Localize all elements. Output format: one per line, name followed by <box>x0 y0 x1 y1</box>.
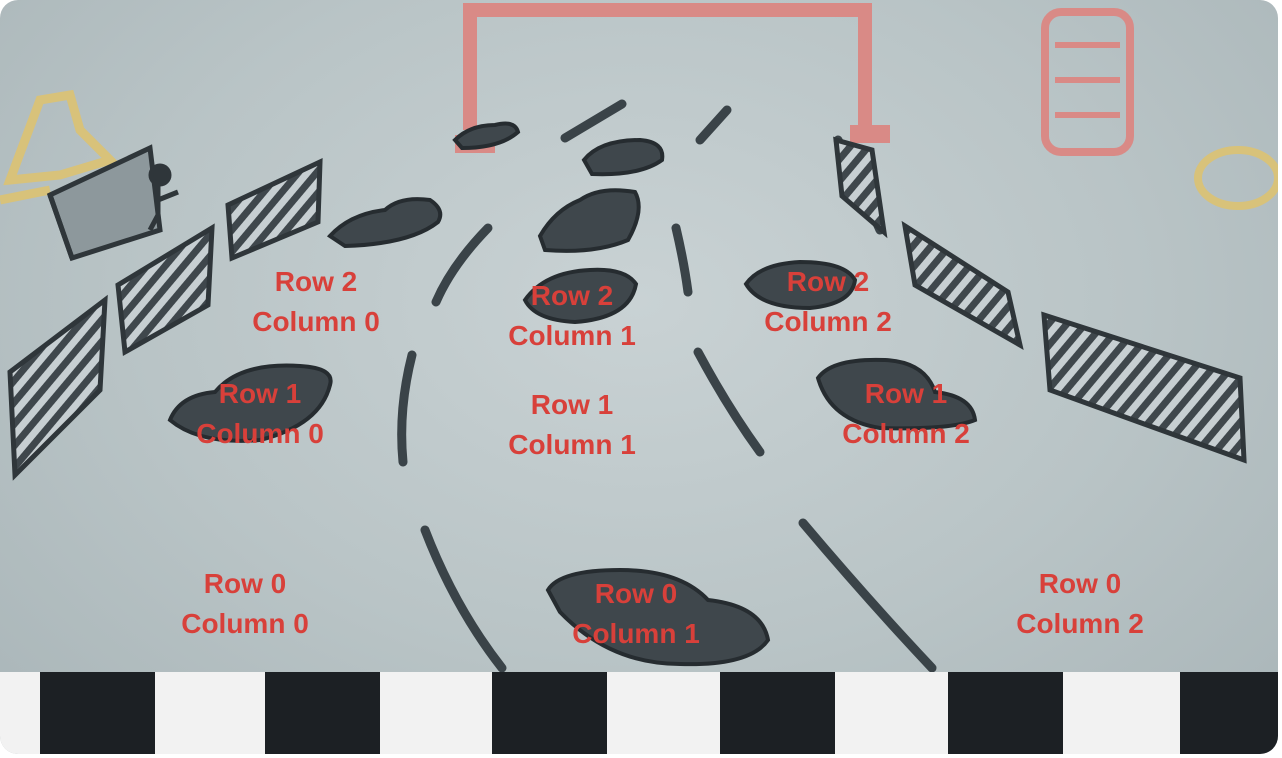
car-bottom <box>545 567 771 667</box>
grid-label-row0-col0: Row 0 Column 0 <box>135 564 355 644</box>
row-text: Row 1 <box>530 389 614 420</box>
row-text: Row 0 <box>594 578 678 609</box>
row-text: Row 0 <box>203 568 287 599</box>
column-text: Column 2 <box>764 306 892 337</box>
row-text: Row 1 <box>218 378 302 409</box>
column-text: Column 2 <box>842 418 970 449</box>
yellow-blob-doodle <box>1194 146 1278 210</box>
finish-gate <box>455 3 890 153</box>
row-text: Row 2 <box>274 266 358 297</box>
grid-label-row2-col0: Row 2 Column 0 <box>206 262 426 342</box>
column-text: Column 0 <box>196 418 324 449</box>
car-far-1 <box>452 121 521 151</box>
right-barriers <box>833 136 1247 464</box>
car-right-r2 <box>743 259 858 311</box>
row-text: Row 1 <box>864 378 948 409</box>
bleacher-doodle <box>46 144 179 262</box>
car-left-r1 <box>167 363 333 443</box>
grid-label-row1-col2: Row 1 Column 2 <box>796 374 1016 454</box>
car-right-r1 <box>815 357 978 431</box>
column-text: Column 1 <box>508 429 636 460</box>
row-text: Row 2 <box>786 266 870 297</box>
pink-tower-doodle <box>1041 8 1134 156</box>
grid-label-row2-col2: Row 2 Column 2 <box>718 262 938 342</box>
column-text: Column 0 <box>181 608 309 639</box>
grid-label-row0-col1: Row 0 Column 1 <box>526 574 746 654</box>
yellow-plane-doodle <box>0 89 119 205</box>
cars <box>167 121 978 667</box>
car-mid-left <box>326 197 443 249</box>
column-text: Column 1 <box>572 618 700 649</box>
grid-label-row1-col1: Row 1 Column 1 <box>462 385 682 465</box>
grid-label-row0-col2: Row 0 Column 2 <box>970 564 1190 644</box>
checkered-strip <box>0 672 1278 754</box>
car-stack-1 <box>537 188 641 253</box>
car-far-2 <box>581 137 665 177</box>
column-text: Column 2 <box>1016 608 1144 639</box>
column-text: Column 1 <box>508 320 636 351</box>
grid-label-row1-col0: Row 1 Column 0 <box>150 374 370 454</box>
left-barriers <box>7 158 323 481</box>
car-stack-2 <box>522 267 639 325</box>
grid-label-row2-col1: Row 2 Column 1 <box>462 276 682 356</box>
row-text: Row 2 <box>530 280 614 311</box>
column-text: Column 0 <box>252 306 380 337</box>
row-text: Row 0 <box>1038 568 1122 599</box>
